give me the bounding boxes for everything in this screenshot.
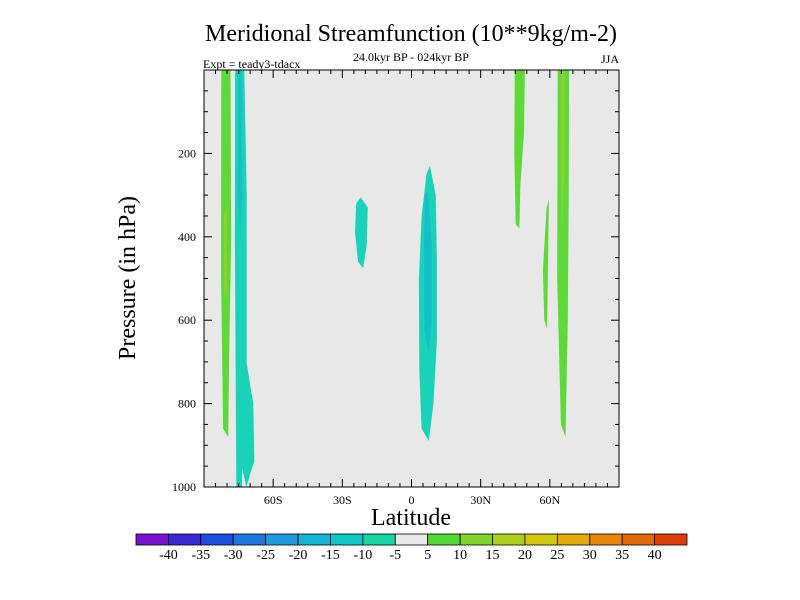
colorbar-swatch	[200, 533, 234, 546]
colorbar-label: 20	[518, 548, 532, 563]
feature-nh-polar-inner-positive	[560, 70, 565, 229]
colorbar-label: 5	[424, 548, 431, 563]
colorbar-swatch	[135, 533, 169, 546]
colorbar-label: -25	[256, 548, 275, 563]
season-label: JJA	[601, 52, 619, 66]
colorbar-label: -35	[191, 548, 210, 563]
colorbar-swatch	[556, 533, 591, 546]
colorbar-label: 40	[648, 548, 662, 563]
x-tick-label: 30N	[470, 493, 491, 507]
colorbar-swatch	[297, 533, 331, 546]
x-tick-label: 60S	[264, 493, 283, 507]
chart-subtitle: 24.0kyr BP - 024kyr BP	[353, 50, 469, 64]
feature-nh-midlat-positive-lower	[542, 199, 549, 329]
colorbar-swatch	[265, 533, 299, 546]
colorbar-swatch	[621, 533, 655, 546]
x-tick-label: 0	[409, 493, 415, 507]
colorbar-label: 10	[453, 548, 467, 563]
feature-subtropical-negative-blob	[355, 197, 368, 269]
colorbar-swatch	[232, 533, 267, 546]
colorbar-swatch	[330, 533, 364, 546]
feature-equatorial-negative-core	[424, 190, 432, 354]
colorbar-label: -40	[159, 548, 178, 563]
plot-area: 60S 30S 0 30N 60N 200 400 600 800 1000	[172, 69, 620, 507]
y-axis-label: Pressure (in hPa)	[115, 196, 141, 360]
y-tick-label: 400	[178, 230, 196, 244]
colorbar-label: 30	[583, 548, 597, 563]
feature-sh-polar-inner-positive	[223, 207, 228, 304]
y-tick-label: 600	[178, 313, 196, 327]
x-tick-label: 30S	[333, 493, 352, 507]
experiment-label: Expt = teady3-tdacx	[203, 57, 300, 71]
colorbar-swatch	[459, 533, 493, 546]
feature-nh-polar-positive-cell	[557, 70, 570, 437]
colorbar-label: -5	[389, 548, 401, 563]
chart-title: Meridional Streamfunction (10**9kg/m-2)	[205, 21, 617, 47]
y-tick-label: 800	[178, 397, 196, 411]
feature-sh-negative-column-lower	[236, 336, 255, 487]
y-tick-label: 200	[178, 146, 196, 160]
colorbar-swatch	[654, 533, 688, 546]
colorbar-swatch	[394, 533, 429, 546]
plot-background	[204, 70, 619, 487]
colorbar-label: 15	[486, 548, 500, 563]
feature-sh-negative-column-core	[238, 70, 242, 246]
x-axis-label: Latitude	[371, 505, 451, 531]
colorbar-label: -30	[224, 548, 243, 563]
colorbar-label: 35	[615, 548, 629, 563]
axis-ticks: 60S 30S 0 30N 60N 200 400 600 800 1000	[172, 70, 619, 507]
colorbar-label: 25	[550, 548, 564, 563]
colorbar: -40 -35 -30 -25 -20 -15 -10 -5 5 10 15 20 25 30 35 40	[135, 533, 688, 563]
contour-features	[221, 70, 570, 487]
colorbar-label: -20	[289, 548, 308, 563]
colorbar-label: -15	[321, 548, 340, 563]
colorbar-swatch	[427, 533, 461, 546]
colorbar-swatch	[492, 533, 526, 546]
colorbar-label: -10	[354, 548, 373, 563]
colorbar-swatch	[589, 533, 623, 546]
colorbar-swatch	[168, 533, 202, 546]
feature-nh-midlat-positive-upper	[514, 70, 525, 229]
colorbar-swatch	[362, 533, 396, 546]
y-tick-label: 1000	[172, 480, 196, 494]
colorbar-swatch	[524, 533, 558, 546]
x-tick-label: 60N	[539, 493, 560, 507]
